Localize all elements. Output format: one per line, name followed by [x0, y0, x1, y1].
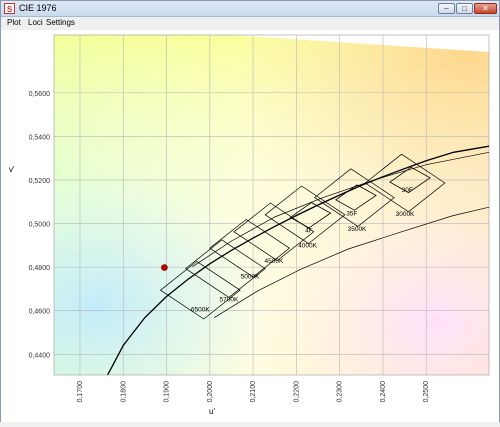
y-tick-label: 0,4800 [29, 265, 51, 272]
menu-item-loci[interactable]: Loci [28, 18, 43, 27]
close-button[interactable]: ✕ [474, 3, 497, 14]
cct-bin [209, 218, 291, 278]
title-bar[interactable]: S CIE 1976 – □ ✕ [1, 1, 499, 17]
x-tick-label: 0,2100 [250, 381, 257, 403]
x-axis-label: u' [209, 407, 215, 416]
grid-lines [53, 34, 490, 376]
chromaticity-background [54, 35, 489, 375]
cct-label: 35F [346, 211, 357, 218]
maximize-icon: □ [462, 4, 467, 13]
cct-bin [364, 153, 446, 213]
y-axis-label: v' [9, 165, 15, 174]
measured-point[interactable] [161, 264, 168, 271]
fixture-quad [289, 202, 332, 229]
cie-chart[interactable]: 0,4400 0,4600 0,4800 0,5000 0,5200 0,5400 0,56… [1, 30, 499, 422]
x-tick-label: 0,2000 [207, 381, 214, 403]
cct-label: 4F [305, 228, 313, 235]
cct-labels: 6500K 5700K 5000K 4500K 4000K 3500K 3000K 4F 35F… [191, 187, 415, 314]
cct-bin [159, 260, 241, 320]
locus-layer [107, 145, 489, 375]
y-tick-label: 0,4400 [29, 352, 51, 359]
maximize-button[interactable]: □ [456, 3, 473, 14]
y-axis: 0,4400 0,4600 0,4800 0,5000 0,5200 0,5400 0,56… [29, 91, 51, 360]
menu-item-settings[interactable]: Settings [46, 18, 75, 27]
cct-bin [314, 168, 395, 227]
cct-label: 5000K [241, 274, 260, 281]
app-logo-icon: S [4, 3, 15, 14]
cct-label: 3500K [348, 226, 367, 233]
close-icon: ✕ [482, 4, 489, 13]
minimize-button[interactable]: – [438, 3, 455, 14]
cct-label: 4000K [298, 243, 317, 250]
plot-frame [53, 34, 490, 376]
chart-area[interactable]: 0,4400 0,4600 0,4800 0,5000 0,5200 0,5400 0,56… [1, 30, 499, 422]
bin-outline-bottom [213, 206, 489, 318]
window-title: CIE 1976 [19, 3, 57, 13]
x-tick-label: 0,2400 [380, 381, 387, 403]
y-tick-label: 0,5200 [29, 178, 51, 185]
x-tick-label: 0,1700 [77, 381, 84, 403]
y-tick-label: 0,4600 [29, 309, 51, 316]
x-tick-label: 0,2500 [423, 381, 430, 403]
cct-bins [159, 151, 489, 320]
y-tick-label: 0,5400 [29, 134, 51, 141]
x-tick-label: 0,1900 [164, 381, 171, 403]
x-tick-label: 0,1800 [120, 381, 127, 403]
cct-bin [185, 239, 266, 298]
y-tick-label: 0,5600 [29, 91, 51, 98]
x-tick-label: 0,2200 [293, 381, 300, 403]
cct-bin [264, 185, 346, 245]
fixture-quad [389, 166, 431, 194]
menu-item-plot[interactable]: Plot [7, 18, 21, 27]
x-tick-label: 0,2300 [337, 381, 344, 403]
planckian-locus [107, 145, 489, 375]
x-axis: 0,1700 0,1800 0,1900 0,2000 0,2100 0,2200 0,23… [77, 381, 430, 403]
cct-bin [233, 202, 315, 262]
cct-label: 5700K [220, 297, 239, 304]
y-tick-label: 0,5000 [29, 222, 51, 229]
menu-bar: Plot Loci Settings [1, 17, 499, 29]
cct-label: 30F [402, 187, 413, 194]
fixture-quad [335, 184, 377, 211]
minimize-icon: – [444, 4, 449, 13]
measured-points[interactable] [161, 264, 168, 271]
cct-label: 6500K [191, 307, 210, 314]
cct-label: 3000K [396, 211, 415, 218]
bin-outline-top [192, 151, 489, 267]
cct-label: 4500K [265, 258, 284, 265]
